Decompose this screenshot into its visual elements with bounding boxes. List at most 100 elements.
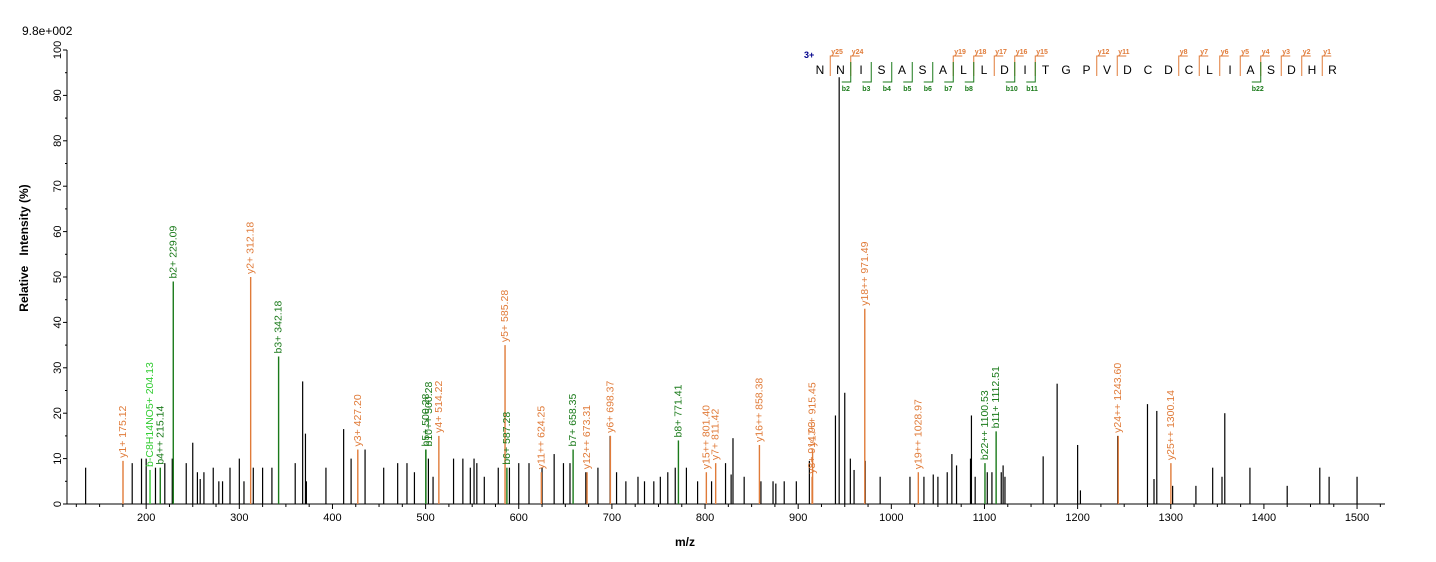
sequence-residue: I	[1228, 63, 1231, 77]
peak-label: y12++ 673.31	[581, 405, 593, 469]
x-tick-label: 300	[230, 512, 248, 524]
y-tick-label: 80	[52, 135, 64, 147]
b-ion-bracket	[903, 62, 913, 83]
y-ion-label: y25	[831, 49, 843, 56]
axes	[66, 50, 1385, 505]
x-tick-label: 600	[510, 512, 528, 524]
peak-label: y4+ 514.22	[433, 380, 445, 432]
sequence-residue: R	[1328, 63, 1337, 77]
y-tick-label: 70	[52, 180, 64, 192]
peak-label: y25++ 1300.14	[1165, 390, 1177, 460]
y-axis-title: Relative Intensity (%)	[17, 184, 31, 311]
sequence-residue: N	[836, 63, 845, 77]
y-tick-label: 90	[52, 89, 64, 101]
sequence-residue: N	[816, 63, 825, 77]
sequence-residue: A	[898, 63, 906, 77]
peak-label: b2+ 229.09	[167, 226, 179, 279]
y-ion-label: y16	[1016, 49, 1028, 56]
peak-label: b5+ 500.28	[420, 394, 432, 447]
y-ion-bracket	[829, 55, 840, 76]
y-ion-bracket	[1178, 55, 1188, 76]
peak-label: y1+ 175.12	[117, 405, 129, 457]
b-ion-label: b10	[1006, 86, 1018, 93]
x-tick-label: 400	[323, 512, 341, 524]
y-tick-label: 100	[52, 41, 64, 59]
x-tick-label: 900	[789, 512, 807, 524]
sequence-residue: P	[1082, 63, 1090, 77]
sequence-residue: D	[1287, 63, 1296, 77]
y-ion-label: y12	[1098, 49, 1110, 56]
peak-label: b8+ 771.41	[672, 384, 684, 437]
x-tick-label: 1000	[879, 512, 903, 524]
y-ticks: 0 10 20 30 40 50 60 70 80 90 100	[52, 41, 67, 507]
y-ion-bracket	[1096, 55, 1106, 76]
sequence-residue: T	[1042, 63, 1050, 77]
y-ion-label: y4	[1262, 49, 1270, 56]
y-tick-label: 40	[52, 316, 64, 328]
peak-label: y16++ 858.38	[753, 378, 765, 442]
sequence-residue: C	[1144, 63, 1153, 77]
b-ion-bracket	[1005, 62, 1016, 83]
y-ion-label: y17	[995, 49, 1007, 56]
x-tick-label: 1200	[1065, 512, 1089, 524]
sequence-residue: S	[918, 63, 926, 77]
x-tick-label: 1300	[1159, 512, 1183, 524]
sequence-residue: A	[1246, 63, 1254, 77]
sequence-residue: L	[960, 63, 967, 77]
sequence-residue: D	[1000, 63, 1009, 77]
peak-label: b4++ 215.14	[154, 406, 166, 465]
x-tick-label: 500	[416, 512, 434, 524]
y-ion-label: y11	[1118, 49, 1129, 56]
y-ion-label: y8	[1180, 49, 1188, 56]
y-tick-label: 50	[52, 271, 64, 283]
y-ion-label: y2	[1303, 49, 1311, 56]
sequence-residue: I	[1023, 63, 1026, 77]
peak-label: b3+ 342.18	[273, 300, 285, 353]
sequence-residue: S	[877, 63, 885, 77]
b-ion-label: b7	[944, 86, 952, 93]
b-ion-bracket	[944, 62, 954, 83]
y-tick-label: 0	[52, 501, 64, 507]
peak-label: y18++ 971.49	[859, 241, 871, 305]
b-ion-bracket	[862, 62, 872, 83]
x-tick-label: 700	[603, 512, 621, 524]
charge-state: 3+	[804, 50, 814, 60]
sequence-residue: C	[1185, 63, 1194, 77]
sequence-residue: G	[1061, 63, 1070, 77]
peak-label: y15++ 801.40	[700, 405, 712, 469]
y-ion-label: y15	[1036, 49, 1048, 56]
peak-label: y19++ 1028.97	[912, 399, 924, 469]
b-ion-bracket	[923, 62, 934, 83]
y-ion-label: y24	[852, 49, 864, 56]
x-tick-label: 800	[696, 512, 714, 524]
b-ion-label: b22	[1252, 86, 1264, 93]
x-ticks: 200 300 400 500 600 700 800 900 1000 1100 1200 1300…	[75, 504, 1381, 524]
sequence-residue: H	[1308, 63, 1317, 77]
y-ion-label: y19	[954, 49, 966, 56]
peak-label: y2+ 312.18	[245, 222, 257, 274]
y-ion-label: y5	[1241, 49, 1249, 56]
b-ion-label: b4	[883, 86, 891, 93]
sequence-residue: S	[1267, 63, 1275, 77]
x-axis-title: m/z	[675, 535, 695, 549]
peak-label: y8+ 914.93	[806, 421, 818, 473]
b-ion-bracket	[1026, 62, 1036, 83]
y-ion-label: y6	[1221, 49, 1229, 56]
y-tick-label: 10	[52, 452, 64, 464]
sequence-residue: D	[1164, 63, 1173, 77]
b-ion-label: b8	[965, 86, 973, 93]
peak-label: b-C8H14NO5+ 204.13	[144, 362, 156, 467]
peak-label: y7+ 811.42	[710, 409, 722, 461]
y-ion-bracket	[1321, 55, 1332, 76]
sequence-residue: V	[1103, 63, 1111, 77]
y-ion-bracket	[1280, 55, 1291, 76]
peak-label: y5+ 585.28	[499, 290, 511, 342]
y-tick-label: 20	[52, 407, 64, 419]
peak-label: b6+ 587.28	[501, 412, 513, 465]
y-ion-bracket	[993, 55, 1004, 76]
sequence-residue: D	[1123, 63, 1132, 77]
intensity-scale-label: 9.8e+002	[22, 24, 73, 38]
b-ion-bracket	[841, 62, 852, 83]
